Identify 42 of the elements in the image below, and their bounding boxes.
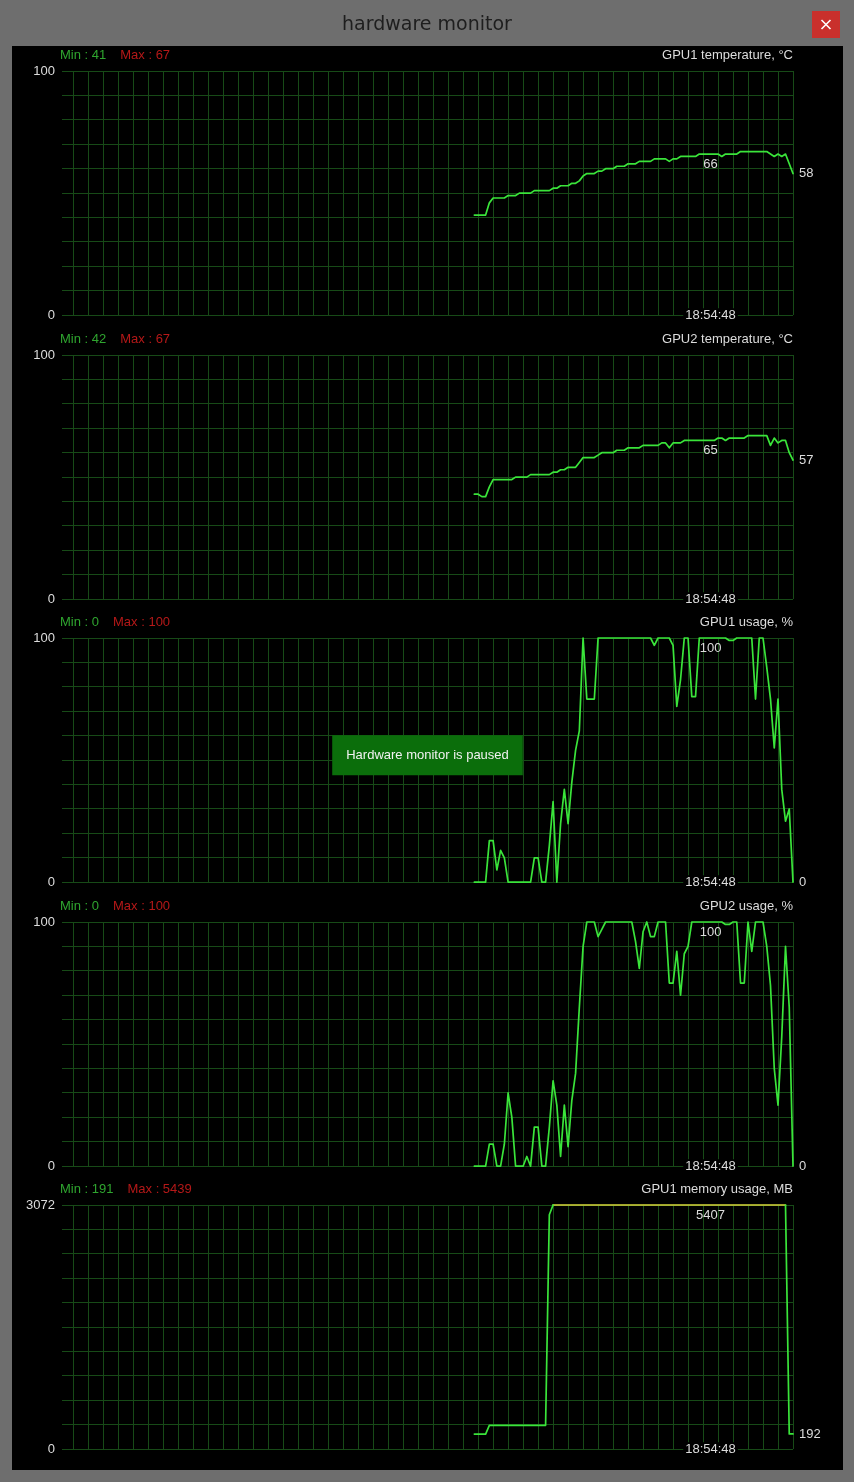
data-label: 58: [799, 165, 814, 181]
y-axis-title: GPU2 usage, %: [699, 897, 794, 913]
text: Min : 191: [60, 1180, 114, 1196]
data-label: 0: [799, 1157, 807, 1173]
y-axis-title: GPU1 memory usage, MB: [641, 1180, 793, 1196]
text: Max : 100: [113, 897, 171, 913]
y-tick-label: 100: [33, 629, 55, 645]
data-label: 65: [703, 442, 718, 458]
data-label: 100: [699, 923, 722, 939]
text: Min : 0: [60, 897, 100, 913]
data-label: 100: [699, 639, 722, 655]
x-tick-label: 18:54:48: [685, 590, 736, 606]
text: Min : 42: [60, 330, 107, 346]
text: Max : 67: [120, 46, 171, 62]
text: Max : 5439: [127, 1180, 192, 1196]
y-tick-label: 100: [33, 346, 55, 362]
y-tick-label: 100: [33, 913, 55, 929]
data-label: 57: [799, 451, 814, 467]
x-tick-label: 18:54:48: [685, 1157, 736, 1173]
text: Min : 41: [60, 46, 107, 62]
text: Max : 67: [120, 330, 171, 346]
data-label: 66: [703, 155, 718, 171]
y-tick-label: 0: [47, 1440, 55, 1456]
y-tick-label: 0: [47, 590, 55, 606]
annotation: 5407: [696, 1206, 725, 1222]
y-axis-title: GPU1 usage, %: [699, 613, 794, 629]
y-tick-label: 100: [33, 62, 55, 78]
data-label: 0: [799, 873, 807, 889]
text: Max : 100: [113, 613, 171, 629]
x-tick-label: 18:54:48: [685, 306, 736, 322]
x-tick-label: 18:54:48: [685, 1440, 736, 1456]
annotation: Hardware monitor is paused: [346, 746, 509, 762]
y-tick-label: 0: [47, 873, 55, 889]
text: Min : 0: [60, 613, 100, 629]
chart-title: hardware monitor: [342, 12, 512, 34]
x-tick-label: 18:54:48: [685, 873, 736, 889]
y-axis-title: GPU1 temperature, °C: [662, 46, 793, 62]
data-label: 192: [799, 1425, 821, 1441]
y-tick-label: 0: [47, 1157, 55, 1173]
y-tick-label: 3072: [26, 1196, 55, 1212]
y-tick-label: 0: [47, 306, 55, 322]
y-axis-title: GPU2 temperature, °C: [662, 330, 793, 346]
